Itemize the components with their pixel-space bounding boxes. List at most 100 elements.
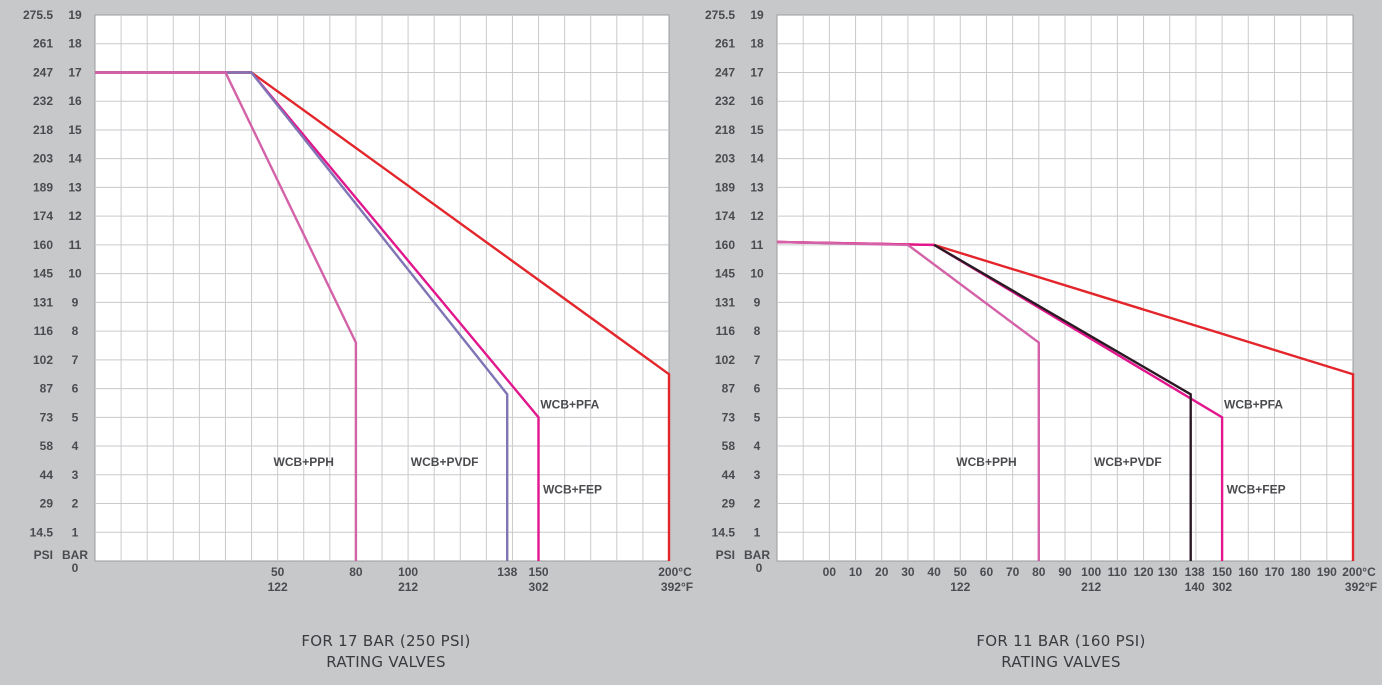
y-unit-psi: PSI (716, 548, 735, 562)
y-tick-bar: 9 (72, 295, 79, 309)
x-tick-celsius: 90 (1058, 565, 1072, 579)
caption-left: FOR 17 BAR (250 PSI) RATING VALVES (186, 631, 586, 673)
x-tick-celsius: 80 (1032, 565, 1046, 579)
y-tick-psi: 189 (33, 180, 53, 194)
y-tick-bar: 13 (68, 180, 82, 194)
y-tick-psi: 203 (715, 152, 735, 166)
x-axis: 50 80 100 138 150 200°C 122 212 302 392°F (268, 565, 693, 594)
y-tick-psi: 131 (33, 295, 53, 309)
y-tick-psi: 174 (33, 209, 53, 223)
series-label-wcb-fep: WCB+FEP (1227, 482, 1286, 496)
y-tick-psi: 275.5 (23, 8, 53, 22)
y-tick-psi: 261 (33, 37, 53, 51)
y-tick-bar: 2 (754, 497, 761, 511)
y-tick-psi: 44 (722, 468, 736, 482)
y-tick-psi: 73 (40, 410, 54, 424)
y-tick-bar: 6 (72, 382, 79, 396)
x-tick-celsius: 10 (849, 565, 863, 579)
y-tick-psi: 73 (722, 410, 736, 424)
series-label-wcb-pvdf: WCB+PVDF (411, 455, 479, 469)
x-tick-fahrenheit: 392°F (1345, 580, 1377, 594)
y-tick-psi: 145 (715, 267, 735, 281)
y-tick-bar: 11 (69, 238, 82, 252)
x-tick-celsius: 120 (1134, 565, 1154, 579)
series-group: WCB+PFA WCB+FEP WCB+PVDF WCB+PPH (776, 240, 1355, 561)
y-tick-psi: 174 (715, 209, 735, 223)
y-axis: 19275.5182611724716232152181420313189121… (23, 8, 88, 575)
x-tick-celsius: 100 (398, 565, 418, 579)
x-tick-celsius: 160 (1238, 565, 1258, 579)
x-tick-celsius: 70 (1006, 565, 1020, 579)
y-tick-psi: 58 (722, 439, 736, 453)
series-line-wcb-pvdf (933, 243, 1192, 561)
caption-left-line2: RATING VALVES (326, 653, 446, 671)
x-tick-fahrenheit: 392°F (661, 580, 693, 594)
y-tick-bar: 16 (750, 94, 764, 108)
y-tick-bar: 6 (754, 382, 761, 396)
y-tick-psi: 232 (715, 94, 735, 108)
y-tick-bar: 10 (750, 267, 764, 281)
y-tick-psi: 145 (33, 267, 53, 281)
y-tick-bar: 1 (754, 525, 761, 539)
y-tick-psi: 218 (715, 123, 735, 137)
series-label-wcb-pph: WCB+PPH (956, 455, 1016, 469)
y-tick-psi: 247 (33, 65, 53, 79)
y-tick-bar: 5 (72, 410, 79, 424)
x-tick-celsius: 80 (349, 565, 363, 579)
y-tick-bar: 17 (68, 65, 82, 79)
x-tick-celsius: 200°C (658, 565, 692, 579)
x-tick-celsius: 170 (1264, 565, 1284, 579)
y-tick-bar: 3 (754, 468, 761, 482)
x-tick-fahrenheit: 302 (529, 580, 549, 594)
y-tick-bar: 8 (754, 324, 761, 338)
y-tick-psi: 87 (40, 382, 54, 396)
y-tick-psi: 160 (33, 238, 53, 252)
y-tick-psi: 218 (33, 123, 53, 137)
y-tick-psi: 261 (715, 37, 735, 51)
y-tick-bar: 16 (68, 94, 82, 108)
y-tick-psi: 14.5 (30, 525, 54, 539)
chart-2: 19275.5182611724716232152181420313189121… (705, 8, 1377, 594)
y-tick-psi: 116 (716, 324, 736, 338)
y-tick-psi: 247 (715, 65, 735, 79)
caption-right: FOR 11 BAR (160 PSI) RATING VALVES (861, 631, 1261, 673)
x-tick-celsius: 150 (1212, 565, 1232, 579)
series-label-wcb-fep: WCB+FEP (543, 482, 602, 496)
x-tick-fahrenheit: 212 (1081, 580, 1101, 594)
caption-right-line1: FOR 11 BAR (160 PSI) (976, 632, 1146, 650)
x-tick-celsius: 150 (529, 565, 549, 579)
y-tick-psi: 160 (715, 238, 735, 252)
series-label-wcb-pvdf: WCB+PVDF (1094, 455, 1162, 469)
caption-left-line1: FOR 17 BAR (250 PSI) (301, 632, 471, 650)
x-tick-celsius: 30 (901, 565, 915, 579)
y-tick-bar: 7 (72, 353, 79, 367)
y-tick-psi: 203 (33, 152, 53, 166)
y-tick-psi: 14.5 (712, 525, 736, 539)
y-tick-bar: 10 (68, 267, 82, 281)
x-tick-celsius: 100 (1081, 565, 1101, 579)
x-tick-celsius: 60 (980, 565, 994, 579)
x-tick-celsius: 190 (1317, 565, 1337, 579)
y-tick-bar: 3 (72, 468, 79, 482)
y-tick-bar: 17 (750, 65, 764, 79)
y-unit-bar: BAR (744, 548, 770, 562)
y-tick-psi: 189 (715, 180, 735, 194)
y-tick-psi: 131 (715, 295, 735, 309)
x-tick-celsius: 50 (954, 565, 968, 579)
origin-label: 0 (756, 561, 763, 575)
y-tick-psi: 44 (40, 468, 54, 482)
y-tick-bar: 14 (750, 152, 764, 166)
series-group: WCB+PFA WCB+FEP WCB+PVDF WCB+PPH (95, 71, 671, 561)
y-tick-bar: 1 (72, 525, 79, 539)
x-tick-fahrenheit: 302 (1212, 580, 1232, 594)
x-tick-celsius: 00 (823, 565, 837, 579)
y-tick-bar: 7 (754, 353, 761, 367)
caption-right-line2: RATING VALVES (1001, 653, 1121, 671)
x-tick-celsius: 110 (1108, 565, 1128, 579)
x-tick-celsius: 20 (875, 565, 889, 579)
origin-label: 0 (72, 561, 79, 575)
series-line-wcb-pph (776, 240, 1041, 561)
x-tick-fahrenheit: 122 (268, 580, 288, 594)
x-tick-fahrenheit: 122 (950, 580, 970, 594)
